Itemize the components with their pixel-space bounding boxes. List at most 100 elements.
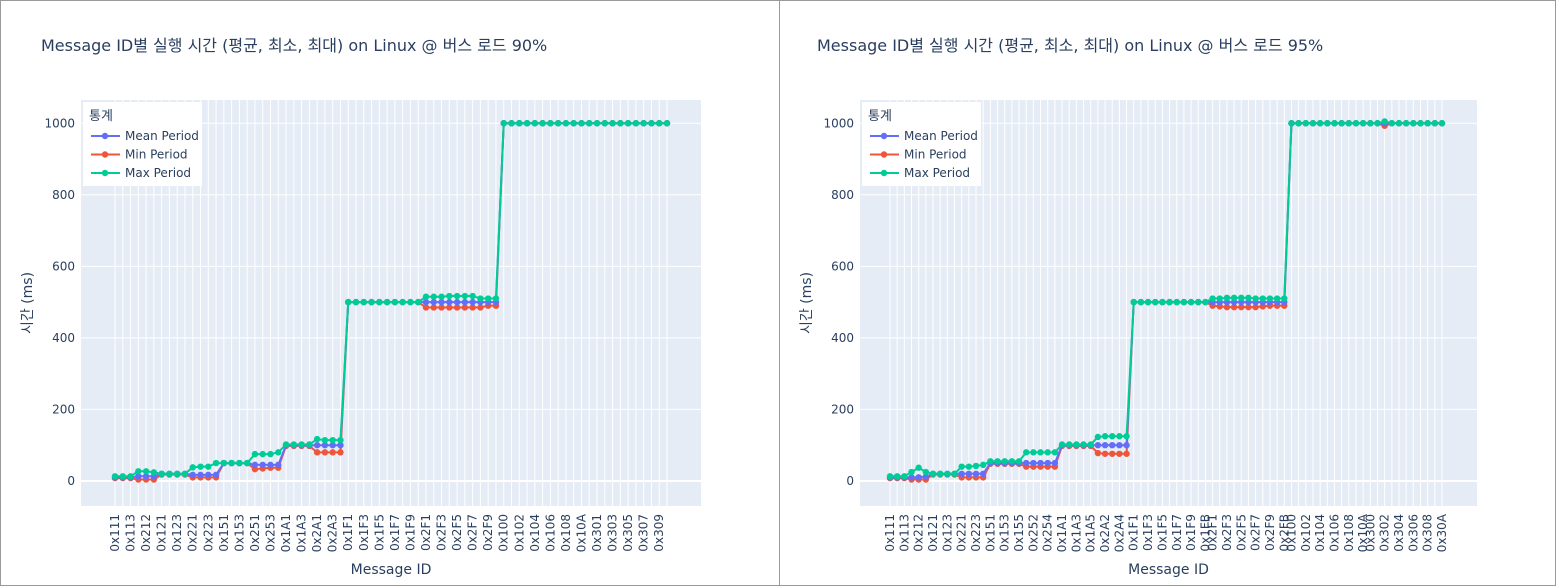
max-period-point — [1417, 120, 1424, 127]
x-tick-label: 0x1F3 — [357, 514, 371, 551]
x-tick-label: 0x308 — [1421, 514, 1435, 552]
x-tick-label: 0x106 — [543, 514, 557, 552]
x-tick-label: 0x100 — [497, 514, 511, 552]
max-period-point — [1223, 294, 1231, 302]
mean-period-point — [1037, 459, 1044, 467]
min-period-point — [1094, 449, 1102, 457]
max-period-point — [181, 470, 189, 478]
min-period-point — [1101, 450, 1109, 457]
x-tick-label: 0x306 — [1406, 514, 1420, 552]
max-period-point — [1080, 441, 1087, 448]
max-period-point — [1309, 120, 1317, 127]
max-period-point — [127, 473, 134, 480]
max-period-point — [586, 120, 593, 127]
x-tick-label: 0x2F5 — [450, 514, 464, 551]
max-period-point — [1281, 295, 1288, 302]
y-tick-label: 0 — [67, 474, 75, 488]
min-period-point — [461, 304, 469, 311]
x-tick-label: 0x301 — [590, 514, 604, 552]
x-axis-ticks: 0x111 0x113 0x212 0x121 0x123 0x221 0x223 0x151… — [108, 513, 666, 552]
max-period-point — [972, 462, 980, 470]
x-tick-label: 0x30A — [1435, 513, 1449, 552]
x-tick-label: 0x121 — [926, 514, 940, 552]
x-tick-label: 0x1A5 — [1084, 514, 1098, 552]
max-period-point — [391, 298, 399, 306]
mean-period-point — [135, 473, 142, 480]
mean-period-point — [979, 470, 987, 478]
max-period-point — [313, 435, 321, 443]
max-period-point — [1238, 294, 1245, 302]
min-period-point — [1123, 450, 1130, 457]
y-tick-label: 800 — [52, 188, 75, 202]
max-period-point — [1152, 298, 1159, 306]
max-period-point — [197, 463, 204, 470]
max-period-point — [1324, 120, 1331, 127]
mean-period-point — [275, 461, 282, 469]
max-period-point — [578, 120, 585, 127]
max-period-point — [1037, 449, 1044, 456]
min-period-point — [1245, 303, 1252, 311]
x-tick-label: 0x2F9 — [481, 514, 495, 551]
mean-period-point — [958, 470, 965, 478]
min-period-point — [337, 449, 344, 456]
y-tick-label: 400 — [831, 331, 854, 345]
max-period-point — [1273, 295, 1281, 302]
legend-swatch-marker — [101, 132, 109, 140]
x-tick-label: 0x1F1 — [341, 514, 355, 551]
mean-period-point — [430, 298, 437, 306]
max-period-point — [422, 293, 430, 300]
max-period-point — [1030, 449, 1037, 456]
max-period-point — [617, 120, 624, 127]
max-period-point — [1302, 120, 1309, 127]
legend-swatch-marker — [880, 169, 888, 177]
min-period-point — [430, 304, 437, 311]
legend-item-mean-period: Mean Period — [904, 129, 978, 143]
max-period-point — [1245, 294, 1252, 302]
max-period-point — [142, 468, 150, 475]
y-axis-title: 시간 (ms) — [799, 272, 815, 334]
max-period-point — [609, 120, 616, 127]
max-period-point — [166, 470, 173, 478]
max-period-point — [1388, 120, 1396, 127]
legend-item-max-period: Max Period — [904, 166, 970, 180]
max-period-point — [979, 461, 987, 469]
legend-item-max-period: Max Period — [125, 166, 191, 180]
chart-panel-bus-load-95: Message ID별 실행 시간 (평균, 최소, 최대) on Linux … — [779, 0, 1556, 586]
max-period-point — [1058, 441, 1066, 448]
max-period-point — [1130, 298, 1137, 306]
y-tick-label: 400 — [52, 331, 75, 345]
max-period-point — [1316, 120, 1324, 127]
max-period-point — [1424, 120, 1431, 127]
x-tick-label: 0x221 — [186, 514, 200, 552]
x-tick-label: 0x2A1 — [310, 514, 324, 552]
min-period-point — [422, 304, 430, 311]
max-period-point — [1259, 295, 1266, 302]
mean-period-point — [197, 471, 204, 479]
x-tick-label: 0x106 — [1327, 514, 1341, 552]
x-tick-label: 0x303 — [606, 514, 620, 552]
max-period-point — [1109, 433, 1116, 440]
max-period-point — [1094, 433, 1102, 441]
x-tick-label: 0x2F7 — [1249, 514, 1263, 551]
max-period-point — [306, 441, 313, 448]
mean-period-point — [965, 470, 973, 478]
max-period-point — [1015, 458, 1023, 465]
x-tick-label: 0x111 — [108, 514, 122, 552]
x-tick-label: 0x108 — [1342, 514, 1356, 552]
mean-period-point — [142, 473, 150, 480]
max-period-point — [1001, 458, 1008, 465]
max-period-point — [958, 463, 965, 470]
max-period-point — [1367, 120, 1374, 127]
max-period-point — [500, 120, 507, 127]
max-period-point — [282, 441, 290, 448]
max-period-point — [135, 468, 142, 475]
x-tick-label: 0x223 — [201, 514, 215, 552]
x-tick-label: 0x2F9 — [1263, 514, 1277, 551]
mean-period-point — [1044, 459, 1051, 467]
max-period-point — [936, 470, 944, 478]
max-period-point — [1044, 449, 1051, 456]
max-period-point — [640, 120, 647, 127]
max-period-point — [523, 120, 531, 127]
x-tick-label: 0x2A4 — [1112, 514, 1126, 552]
